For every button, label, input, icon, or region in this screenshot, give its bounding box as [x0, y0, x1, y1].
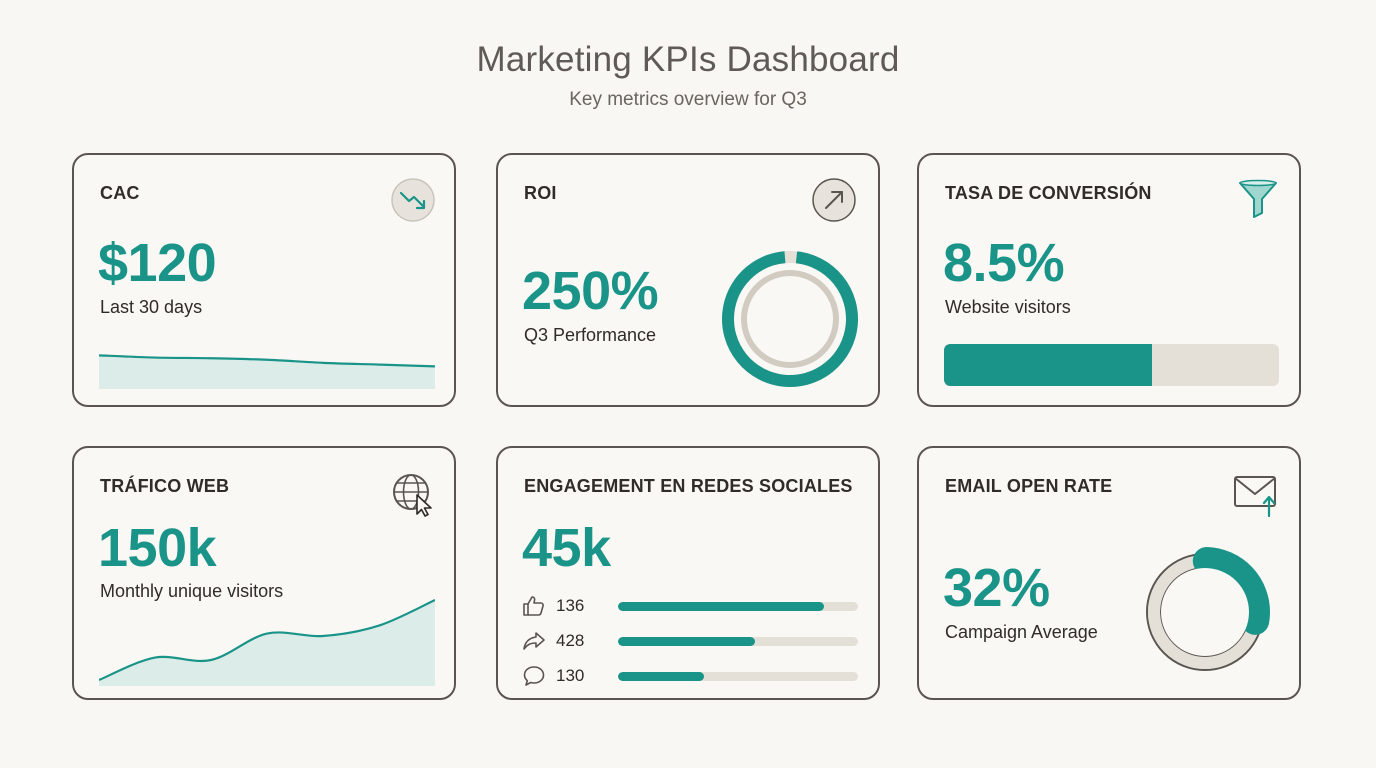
card-label: TASA DE CONVERSIÓN: [945, 183, 1152, 203]
kpi-value: $120: [98, 233, 217, 293]
card-label: TRÁFICO WEB: [100, 476, 230, 496]
kpi-caption: Campaign Average: [945, 622, 1098, 642]
kpi-value: 250%: [522, 261, 659, 321]
conversion-progress-track: [944, 344, 1279, 386]
email-donut-chart: [1140, 546, 1270, 677]
ring-inner: [741, 270, 839, 368]
kpi-card-traffic[interactable]: TRÁFICO WEB 150k Monthly unique visitors: [72, 446, 456, 700]
kpi-card-cac[interactable]: CAC $120 Last 30 days: [72, 153, 456, 407]
kpi-value: 45k: [522, 518, 611, 578]
kpi-caption: Website visitors: [945, 297, 1071, 317]
thumbs-up-icon: [523, 596, 544, 616]
social-row-shares: 428: [522, 629, 858, 653]
social-count: 130: [556, 666, 585, 685]
dashboard-header: Marketing KPIs Dashboard Key metrics ove…: [0, 38, 1376, 112]
donut-fill: [1140, 546, 1270, 677]
social-row-likes: 136: [522, 594, 858, 618]
kpi-value: 150k: [98, 518, 217, 578]
share-icon: [523, 632, 545, 650]
page-title: Marketing KPIs Dashboard: [476, 40, 900, 79]
arrow-up-right-icon: [812, 178, 856, 222]
kpi-value: 32%: [943, 558, 1050, 618]
social-bar-fill: [618, 637, 755, 646]
globe-cursor-icon: [393, 474, 432, 517]
card-label: CAC: [100, 183, 140, 203]
social-count: 428: [556, 631, 585, 650]
kpi-caption: Q3 Performance: [524, 325, 657, 345]
sparkline-area: [99, 355, 435, 389]
ring-fill: [722, 251, 858, 387]
card-label: ENGAGEMENT EN REDES SOCIALES: [524, 476, 853, 496]
social-bar-track: [618, 637, 858, 646]
trend-area: [99, 600, 435, 686]
funnel-icon: [1239, 179, 1277, 218]
kpi-caption: Monthly unique visitors: [100, 581, 284, 601]
social-bar-fill: [618, 602, 825, 611]
kpi-card-roi[interactable]: ROI 250% Q3 Performance: [496, 153, 880, 407]
roi-ring-chart: [722, 251, 858, 387]
conversion-progress-fill: [944, 344, 1152, 386]
page-subtitle: Key metrics overview for Q3: [569, 89, 807, 110]
social-bar-track: [618, 672, 858, 681]
mail-arrow-up-icon: [1234, 476, 1276, 518]
kpi-card-conversion[interactable]: TASA DE CONVERSIÓN 8.5% Website visitors: [917, 153, 1301, 407]
social-row-comments: 130: [522, 664, 858, 688]
trend-down-icon: [391, 178, 435, 222]
trend-line: [99, 598, 435, 682]
social-count: 136: [556, 596, 585, 615]
card-label: EMAIL OPEN RATE: [945, 476, 1113, 496]
card-label: ROI: [524, 183, 557, 203]
sparkline-line: [99, 354, 435, 368]
kpi-value: 8.5%: [943, 233, 1065, 293]
social-bar-track: [618, 602, 858, 611]
donut-hole: [1161, 568, 1249, 656]
kpi-card-email[interactable]: EMAIL OPEN RATE 32% Campaign Average: [917, 446, 1301, 700]
comment-icon: [523, 666, 545, 686]
kpi-card-social[interactable]: ENGAGEMENT EN REDES SOCIALES 45k 136 428…: [496, 446, 880, 700]
kpi-caption: Last 30 days: [100, 297, 203, 317]
cac-sparkline: [99, 354, 435, 389]
social-bar-fill: [618, 672, 705, 681]
traffic-trend-chart: [99, 598, 435, 686]
